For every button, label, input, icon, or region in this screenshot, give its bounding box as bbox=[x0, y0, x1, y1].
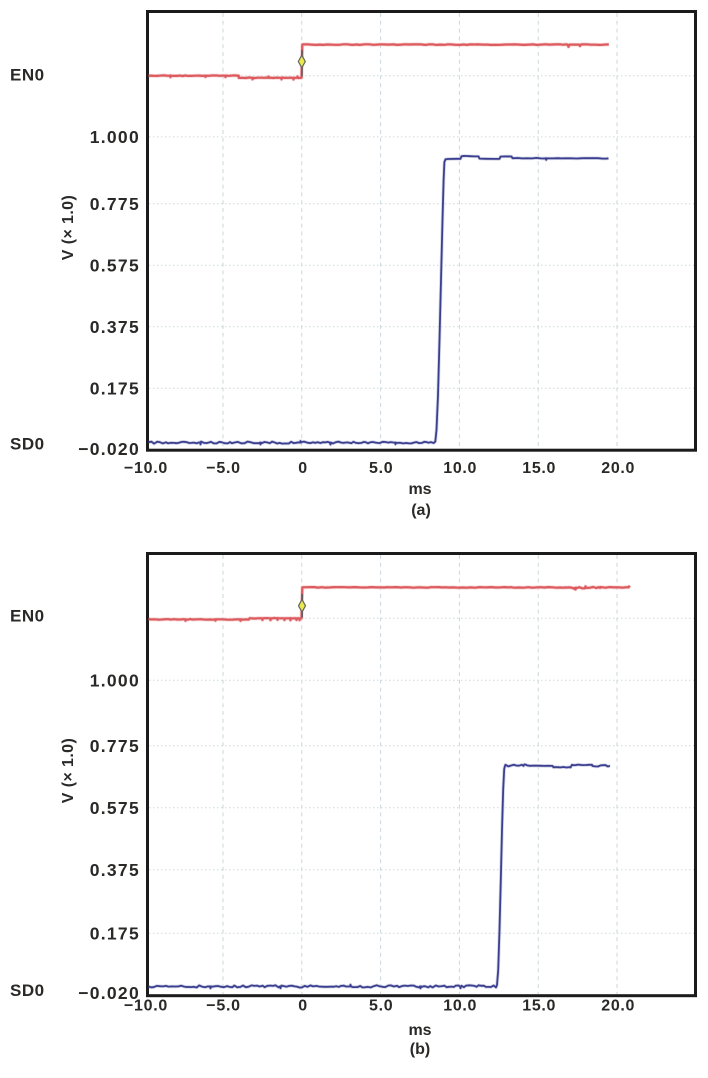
svg-text:−5.0: −5.0 bbox=[206, 460, 240, 477]
svg-text:5.0: 5.0 bbox=[369, 460, 393, 477]
svg-text:15.0: 15.0 bbox=[522, 997, 556, 1014]
svg-text:SD0: SD0 bbox=[10, 434, 45, 453]
svg-text:−10.0: −10.0 bbox=[124, 997, 168, 1014]
svg-text:5.0: 5.0 bbox=[369, 997, 393, 1014]
svg-text:ms: ms bbox=[408, 481, 431, 498]
svg-text:0.375: 0.375 bbox=[90, 317, 140, 337]
svg-text:20.0: 20.0 bbox=[601, 997, 635, 1014]
svg-text:−5.0: −5.0 bbox=[206, 997, 240, 1014]
svg-text:1.000: 1.000 bbox=[90, 127, 140, 147]
svg-text:(a): (a) bbox=[411, 502, 431, 519]
svg-text:(b): (b) bbox=[410, 1041, 430, 1058]
svg-text:−10.0: −10.0 bbox=[124, 460, 168, 477]
svg-text:20.0: 20.0 bbox=[601, 460, 635, 477]
svg-text:0.775: 0.775 bbox=[90, 194, 140, 214]
svg-text:V (× 1.0): V (× 1.0) bbox=[60, 195, 77, 260]
svg-text:ms: ms bbox=[408, 1022, 431, 1039]
svg-text:0.175: 0.175 bbox=[90, 924, 140, 944]
svg-text:0.575: 0.575 bbox=[90, 256, 140, 276]
svg-text:EN0: EN0 bbox=[10, 65, 45, 84]
svg-text:1.000: 1.000 bbox=[90, 671, 140, 691]
svg-text:0: 0 bbox=[298, 997, 308, 1014]
svg-text:0.775: 0.775 bbox=[90, 736, 140, 756]
svg-text:SD0: SD0 bbox=[10, 981, 45, 1000]
svg-text:−0.020: −0.020 bbox=[78, 983, 140, 1003]
svg-text:0.375: 0.375 bbox=[90, 860, 140, 880]
svg-text:15.0: 15.0 bbox=[522, 460, 556, 477]
svg-text:0.575: 0.575 bbox=[90, 798, 140, 818]
svg-text:10.0: 10.0 bbox=[443, 460, 477, 477]
svg-text:10.0: 10.0 bbox=[443, 997, 477, 1014]
svg-text:0: 0 bbox=[298, 460, 308, 477]
svg-text:EN0: EN0 bbox=[10, 607, 45, 626]
svg-text:−0.020: −0.020 bbox=[78, 439, 140, 459]
svg-text:V (× 1.0): V (× 1.0) bbox=[60, 738, 77, 803]
svg-text:0.175: 0.175 bbox=[90, 379, 140, 399]
